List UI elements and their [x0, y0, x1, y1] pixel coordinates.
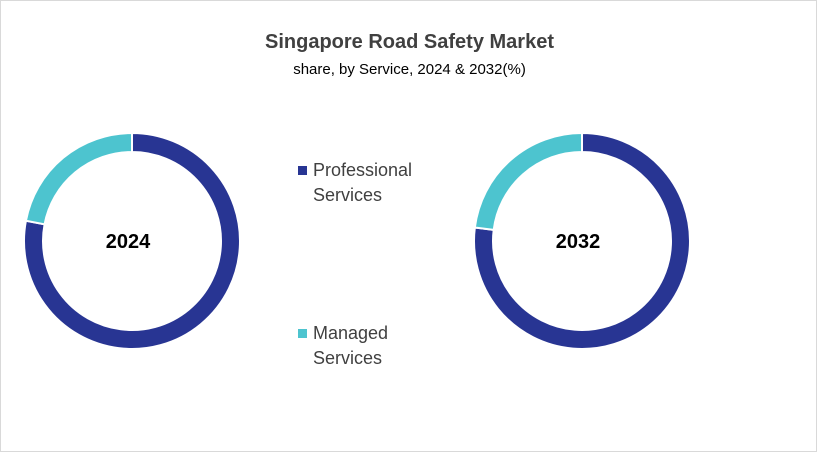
- legend-label-managed-services: Managed Services: [313, 323, 389, 368]
- legend-swatch-professional-services: [298, 166, 307, 175]
- donut-slice-2032-professional-services: [473, 131, 691, 350]
- donut-center-label-2024: 2024: [106, 231, 151, 253]
- donut-slice-2024-managed-services: [24, 131, 133, 226]
- legend-item-managed-services: Managed Services: [298, 321, 443, 371]
- legend-swatch-managed-services: [298, 329, 307, 338]
- chart-title: Singapore Road Safety Market: [265, 31, 554, 53]
- donut-center-label-2032: 2032: [556, 231, 601, 253]
- donut-slice-2032-managed-services: [473, 131, 583, 231]
- legend-item-professional-services: Professional Services: [298, 158, 443, 208]
- chart-subtitle: share, by Service, 2024 & 2032(%): [293, 61, 526, 78]
- legend-label-professional-services: Professional Services: [313, 160, 413, 205]
- donut-slice-2024-professional-services: [23, 131, 241, 350]
